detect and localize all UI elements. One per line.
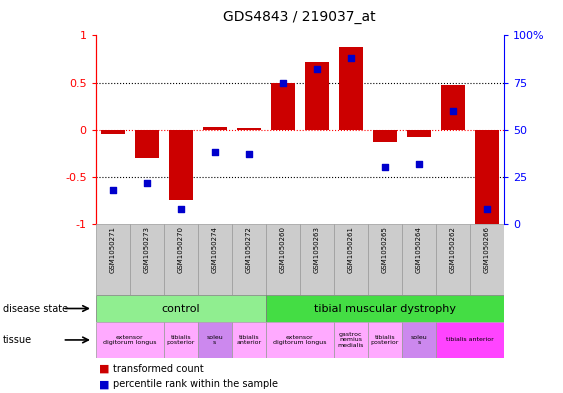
Bar (300, 224, 334, 295)
Point (210, 149, 219, 156)
Point (108, 187, 117, 193)
Point (381, 164, 390, 171)
Point (346, 55, 355, 61)
Text: GSM1050266: GSM1050266 (484, 226, 490, 273)
Text: tibial muscular dystrophy: tibial muscular dystrophy (314, 303, 456, 314)
Text: GSM1050263: GSM1050263 (314, 226, 320, 273)
Text: extensor
digitorum longus: extensor digitorum longus (103, 334, 157, 345)
Text: control: control (162, 303, 200, 314)
Bar (368, 224, 402, 295)
Point (278, 79, 287, 86)
Bar (373, 130, 397, 142)
Text: percentile rank within the sample: percentile rank within the sample (113, 379, 278, 389)
Text: GDS4843 / 219037_at: GDS4843 / 219037_at (224, 9, 376, 24)
Bar (266, 224, 300, 295)
Text: tibialis anterior: tibialis anterior (446, 338, 494, 342)
Bar (135, 130, 159, 158)
Bar (441, 85, 465, 130)
Point (142, 179, 151, 185)
Text: GSM1050262: GSM1050262 (450, 226, 456, 273)
Bar (339, 47, 363, 130)
Point (244, 151, 253, 157)
Bar (129, 224, 164, 295)
Bar (266, 322, 334, 358)
Text: soleu
s: soleu s (410, 334, 427, 345)
Bar (198, 322, 232, 358)
Bar (232, 322, 266, 358)
Bar (334, 224, 368, 295)
Text: GSM1050261: GSM1050261 (348, 226, 354, 273)
Text: GSM1050260: GSM1050260 (280, 226, 286, 273)
Bar (436, 322, 504, 358)
Bar (164, 224, 198, 295)
Bar (402, 224, 436, 295)
Bar (237, 128, 261, 130)
Text: soleu
s: soleu s (207, 334, 223, 345)
Point (176, 206, 185, 212)
Bar (266, 295, 504, 322)
Bar (96, 224, 129, 295)
Text: GSM1050271: GSM1050271 (110, 226, 116, 273)
Text: GSM1050274: GSM1050274 (212, 226, 218, 273)
Point (448, 108, 457, 114)
Bar (407, 130, 431, 137)
Text: GSM1050264: GSM1050264 (416, 226, 422, 273)
Bar (271, 83, 294, 130)
Bar (96, 295, 266, 322)
Point (414, 160, 423, 167)
Text: tissue: tissue (3, 335, 32, 345)
Bar (334, 322, 368, 358)
Bar (198, 224, 232, 295)
Bar (470, 224, 504, 295)
Text: extensor
digitorum longus: extensor digitorum longus (273, 334, 327, 345)
Text: tibialis
anterior: tibialis anterior (236, 334, 261, 345)
Bar (475, 130, 499, 224)
Text: tibialis
posterior: tibialis posterior (370, 334, 399, 345)
Bar (368, 322, 402, 358)
Text: tibialis
posterior: tibialis posterior (167, 334, 195, 345)
Text: gastroc
nemius
medialis: gastroc nemius medialis (338, 332, 364, 348)
Bar (203, 127, 227, 130)
Text: ■: ■ (99, 364, 109, 374)
Bar (169, 130, 193, 200)
Text: transformed count: transformed count (113, 364, 203, 374)
Point (482, 206, 491, 212)
Bar (232, 224, 266, 295)
Bar (436, 224, 470, 295)
Text: GSM1050272: GSM1050272 (246, 226, 252, 273)
Bar (101, 130, 124, 134)
Bar (402, 322, 436, 358)
Text: GSM1050270: GSM1050270 (178, 226, 184, 273)
Point (312, 66, 321, 72)
Bar (164, 322, 198, 358)
Bar (96, 322, 164, 358)
Text: GSM1050273: GSM1050273 (144, 226, 150, 273)
Text: ■: ■ (99, 379, 109, 389)
Text: GSM1050265: GSM1050265 (382, 226, 388, 273)
Text: disease state: disease state (3, 303, 68, 314)
Bar (305, 62, 329, 130)
